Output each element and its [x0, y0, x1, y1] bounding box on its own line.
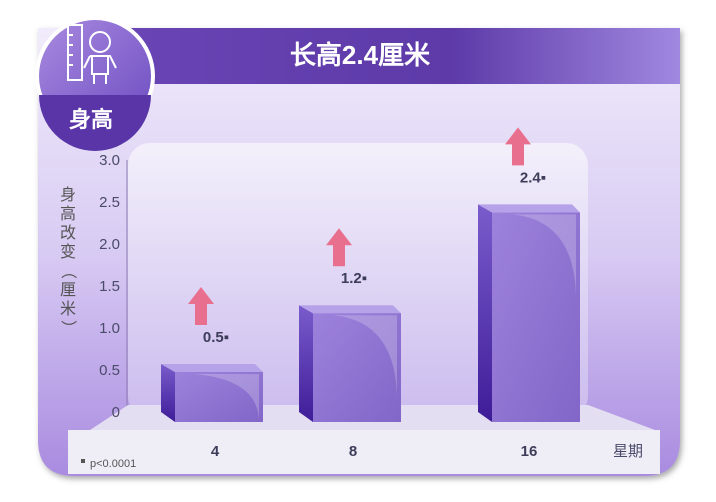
bar-top	[478, 204, 580, 213]
y-axis-label-char: 身	[60, 186, 76, 204]
up-arrow-icon	[505, 127, 531, 166]
bar-side	[161, 364, 175, 422]
bar-16	[478, 204, 580, 422]
y-tick-label: 1.5	[99, 278, 120, 295]
x-axis-label: 星期	[613, 443, 643, 460]
y-axis-label-char: 米	[60, 300, 76, 318]
y-tick-label: 0	[112, 404, 120, 421]
bar-front	[492, 212, 580, 422]
header-band	[110, 28, 680, 84]
plot-panel	[128, 143, 588, 418]
footnote: p<0.0001	[90, 458, 136, 470]
y-axis-label-char: 变	[60, 243, 76, 261]
footnote-marker	[81, 459, 85, 463]
y-tick-label: 0.5	[99, 362, 120, 379]
y-axis-label-char: ）	[59, 320, 77, 336]
bar-top	[299, 305, 401, 314]
chart-title: 长高2.4厘米	[290, 40, 430, 70]
bar-side	[478, 204, 492, 422]
y-axis-label-char: 改	[60, 224, 76, 242]
bar-side	[299, 305, 313, 422]
y-tick-label: 1.0	[99, 320, 120, 337]
data-label: 0.5▪	[203, 329, 229, 346]
y-tick-label: 3.0	[99, 152, 120, 169]
bar-4	[161, 364, 263, 422]
badge: 身高	[35, 16, 155, 151]
bar-front	[313, 313, 401, 422]
up-arrow-icon	[188, 287, 214, 325]
bar-highlight	[195, 374, 259, 422]
up-arrow-icon	[326, 228, 352, 267]
y-axis-label-char: （	[59, 263, 77, 279]
bar-top	[161, 364, 263, 372]
y-axis-label-char: 高	[60, 205, 76, 223]
x-tick-label: 8	[349, 443, 357, 460]
bar-highlight	[333, 315, 397, 402]
y-tick-label: 2.0	[99, 236, 120, 253]
data-label: 1.2▪	[341, 270, 367, 287]
y-axis-label-char: 厘	[60, 282, 76, 299]
bar-front	[175, 372, 263, 422]
bar-highlight	[512, 214, 576, 301]
x-tick-label: 16	[521, 443, 538, 460]
child-height-ruler-icon	[67, 24, 117, 84]
data-label: 2.4▪	[520, 169, 546, 186]
y-tick-label: 2.5	[99, 194, 120, 211]
x-tick-label: 4	[211, 443, 220, 460]
bar-8	[299, 305, 401, 422]
badge-label: 身高	[69, 107, 113, 132]
